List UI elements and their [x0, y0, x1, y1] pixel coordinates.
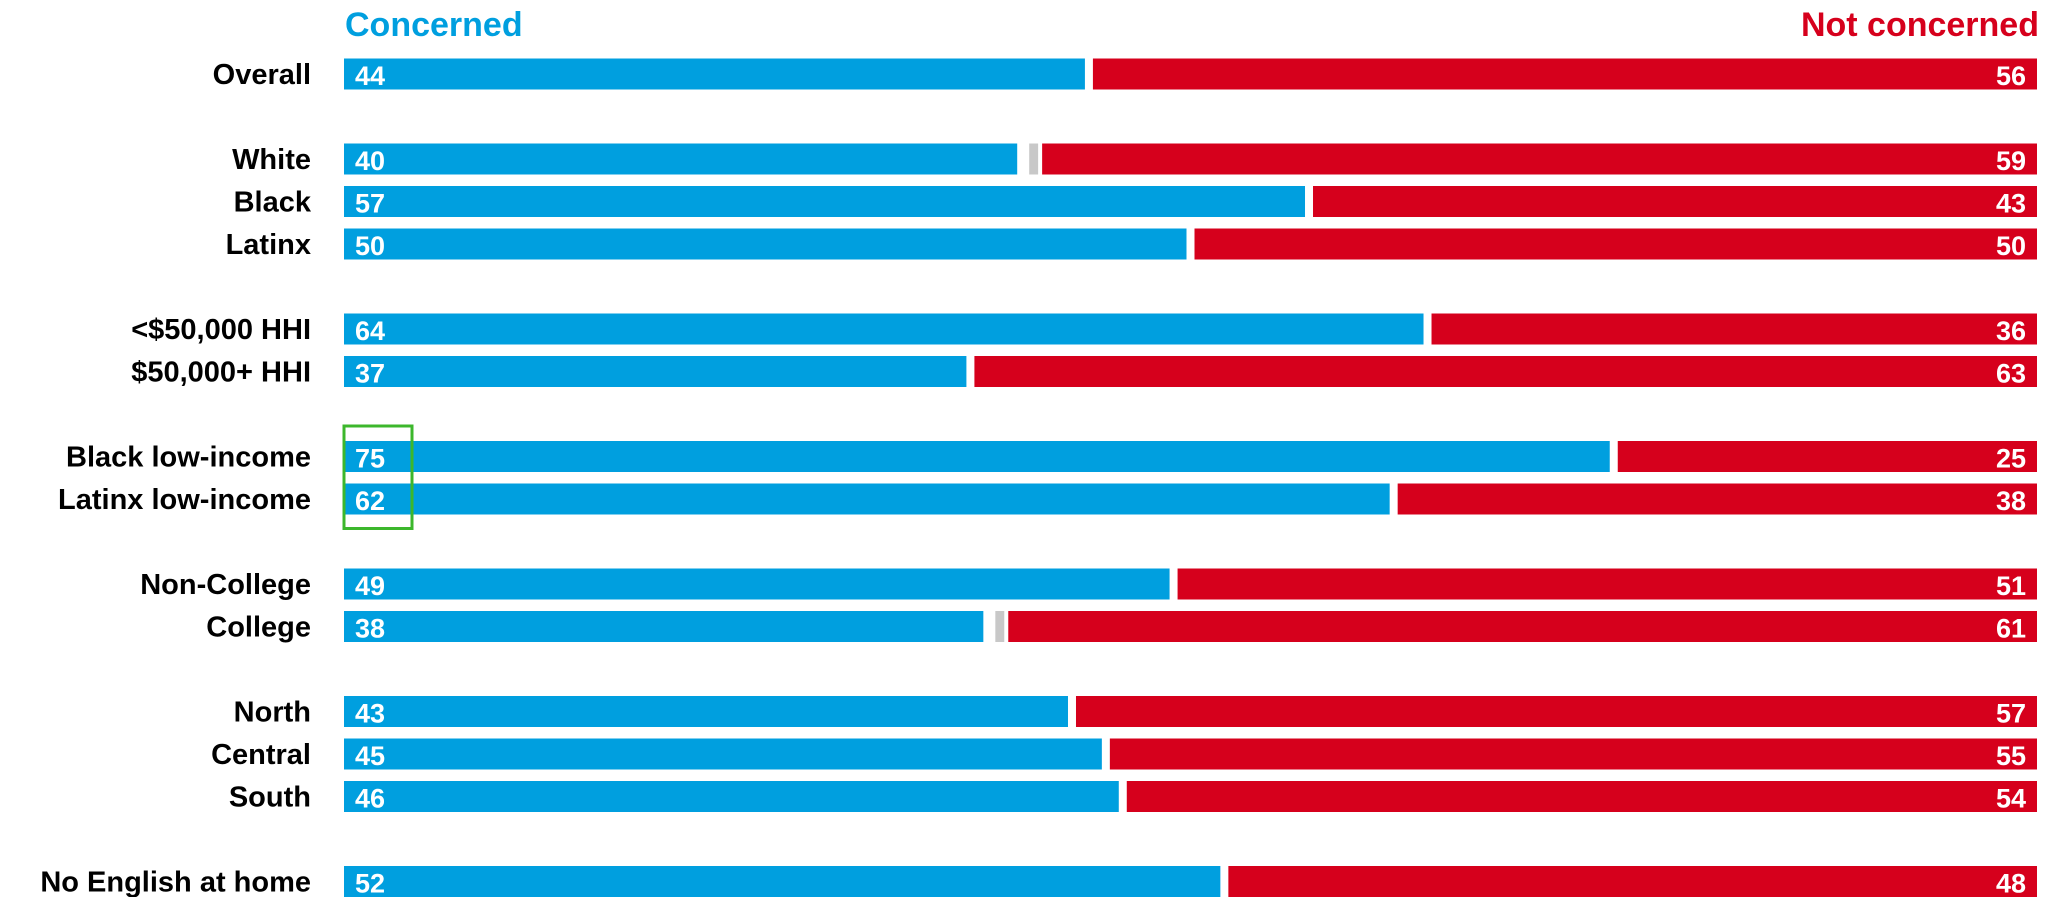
value-concerned: 62: [355, 486, 385, 516]
bar-not-concerned: [1228, 866, 2037, 897]
value-concerned: 37: [355, 359, 385, 389]
row-label: No English at home: [40, 867, 311, 897]
bar-concerned: [344, 228, 1187, 260]
bar-not-concerned: [1092, 58, 2037, 90]
bar-concerned: [344, 611, 984, 642]
value-not-concerned: 59: [1996, 146, 2026, 176]
value-not-concerned: 54: [1996, 784, 2026, 814]
row-label: Non-College: [140, 569, 311, 601]
value-concerned: 52: [355, 869, 385, 897]
bar-not-concerned: [1431, 313, 2037, 345]
value-not-concerned: 48: [1996, 869, 2026, 897]
value-concerned: 49: [355, 571, 385, 601]
bar-concerned: [344, 866, 1221, 897]
row-label: South: [229, 782, 311, 814]
bar-concerned: [344, 441, 1610, 472]
value-concerned: 43: [355, 699, 385, 729]
value-concerned: 64: [355, 316, 385, 346]
legend-not-concerned: Not concerned: [1801, 6, 2039, 44]
row-label: Overall: [213, 59, 311, 91]
bar-not-concerned: [1397, 483, 2037, 515]
value-concerned: 40: [355, 146, 385, 176]
bar-concerned: [344, 696, 1068, 727]
value-not-concerned: 25: [1996, 444, 2026, 474]
value-not-concerned: 50: [1996, 231, 2026, 261]
value-concerned: 57: [355, 189, 385, 219]
bar-not-concerned: [1109, 738, 2037, 770]
value-not-concerned: 63: [1996, 359, 2026, 389]
bar-not-concerned: [1617, 441, 2037, 472]
value-not-concerned: 38: [1996, 486, 2026, 516]
bar-concerned: [344, 738, 1102, 770]
value-concerned: 45: [355, 741, 385, 771]
bar-not-concerned: [1075, 696, 2037, 727]
value-concerned: 44: [355, 61, 385, 91]
row-label: Black: [234, 187, 312, 219]
row-label: College: [206, 612, 311, 644]
bar-concerned: [344, 143, 1018, 175]
bar-not-concerned: [1008, 611, 2037, 642]
bar-not-concerned: [1177, 568, 2037, 600]
value-concerned: 50: [355, 231, 385, 261]
bar-not-concerned: [1194, 228, 2037, 260]
value-not-concerned: 56: [1996, 61, 2026, 91]
value-concerned: 75: [355, 444, 385, 474]
value-not-concerned: 55: [1996, 741, 2026, 771]
value-not-concerned: 51: [1996, 571, 2026, 601]
bar-rows: Overall 44 56 White 40 59 Black 57 43 Latinx 50 50 <…: [40, 58, 2038, 897]
bar-concerned: [344, 58, 1085, 90]
bar-not-concerned: [1042, 143, 2037, 175]
bar-concerned: [344, 186, 1306, 217]
bar-not-concerned: [1126, 781, 2037, 812]
row-label: $50,000+ HHI: [131, 357, 311, 389]
value-not-concerned: 43: [1996, 189, 2026, 219]
value-not-concerned: 36: [1996, 316, 2026, 346]
value-concerned: 46: [355, 784, 385, 814]
bar-concerned: [344, 568, 1170, 600]
bar-not-concerned: [1313, 186, 2037, 217]
bar-gap: [1029, 143, 1039, 175]
row-label: Black low-income: [66, 442, 311, 474]
value-concerned: 38: [355, 614, 385, 644]
value-not-concerned: 61: [1996, 614, 2026, 644]
bar-gap: [995, 611, 1005, 642]
bar-concerned: [344, 313, 1424, 345]
row-label: North: [234, 697, 311, 729]
bar-concerned: [344, 781, 1119, 812]
legend-concerned: Concerned: [345, 6, 523, 44]
row-label: Latinx low-income: [58, 484, 311, 516]
row-label: Latinx: [226, 229, 311, 261]
row-label: Central: [211, 739, 311, 771]
row-label: <$50,000 HHI: [131, 314, 311, 346]
row-label: White: [232, 144, 311, 176]
bar-concerned: [344, 483, 1390, 515]
bar-concerned: [344, 356, 967, 387]
highlight-box: [342, 424, 414, 530]
bar-not-concerned: [974, 356, 2038, 387]
value-not-concerned: 57: [1996, 699, 2026, 729]
